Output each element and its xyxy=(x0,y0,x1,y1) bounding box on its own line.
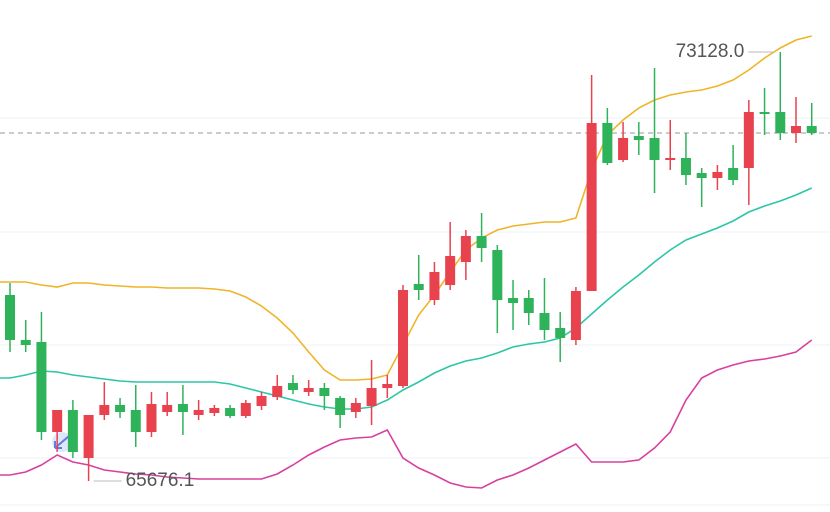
candle-body xyxy=(382,383,393,388)
candle-body xyxy=(272,385,283,397)
annotation-label: 73128.0 xyxy=(676,41,745,62)
candle-body xyxy=(5,294,15,340)
candle-body xyxy=(523,297,534,313)
candle-body xyxy=(177,403,188,412)
band-line xyxy=(0,187,813,410)
candle-body xyxy=(115,404,126,412)
candle-body xyxy=(287,382,298,390)
candle-body xyxy=(618,137,629,160)
candle-body xyxy=(335,397,346,415)
candle-body xyxy=(225,407,236,416)
candle-body xyxy=(539,312,550,330)
annotation-label: 65676.1 xyxy=(126,470,195,491)
candle-body xyxy=(52,409,63,432)
candle-body xyxy=(303,387,314,392)
candle-body xyxy=(366,387,377,406)
candle-body xyxy=(696,172,707,178)
candle-body xyxy=(586,123,597,291)
background-grid xyxy=(0,117,830,506)
candle-body xyxy=(240,402,251,416)
candle-body xyxy=(743,111,754,168)
candle-body xyxy=(791,125,801,133)
candle-body xyxy=(67,409,78,452)
candle-body xyxy=(492,249,503,300)
candle-body xyxy=(445,255,456,285)
candle-body xyxy=(130,409,141,432)
candle-body xyxy=(83,414,94,458)
candle-body xyxy=(602,123,613,163)
candle-body xyxy=(99,404,110,415)
candle-body xyxy=(20,339,31,345)
candle-body xyxy=(680,157,691,175)
candle-body xyxy=(570,290,581,340)
candle-body xyxy=(759,111,770,114)
candle-body xyxy=(256,395,267,406)
candle-body xyxy=(665,157,676,160)
candle-body xyxy=(460,235,471,262)
candle-body xyxy=(193,409,204,415)
candle-body xyxy=(350,402,361,412)
candle-body xyxy=(398,289,408,386)
candle-body xyxy=(555,327,566,338)
band-line xyxy=(0,339,813,489)
candle-body xyxy=(413,283,424,290)
candle-body xyxy=(146,403,157,432)
candle-body xyxy=(712,171,723,178)
candle-body xyxy=(728,167,739,180)
candle-body xyxy=(209,407,220,413)
candle-body xyxy=(775,111,786,133)
candle-body xyxy=(319,387,330,396)
candle-body xyxy=(649,137,660,160)
candle-body xyxy=(806,125,817,133)
candle-body xyxy=(508,297,519,303)
candle-body xyxy=(429,271,440,300)
candle-body xyxy=(633,135,644,141)
candle-body xyxy=(36,341,47,432)
candle-body xyxy=(476,235,487,248)
candle-body xyxy=(162,404,173,412)
